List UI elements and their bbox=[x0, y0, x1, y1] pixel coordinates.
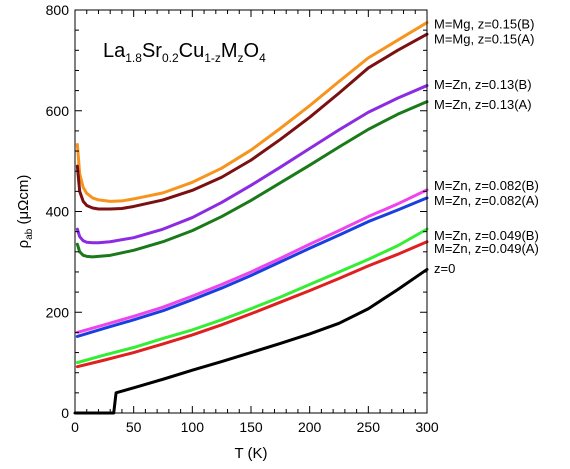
formula-subscript: 1-z bbox=[204, 51, 221, 65]
formula-symbol: O bbox=[244, 40, 260, 62]
formula-subscript: 0.2 bbox=[162, 51, 179, 65]
legend-label: M=Zn, z=0.082(B) bbox=[434, 178, 539, 193]
labels-layer: 0 50 100 150 200 250 300 0 200 400 600 800 bbox=[46, 2, 439, 435]
legend-label: M=Zn, z=0.049(A) bbox=[434, 241, 539, 256]
legend-label: M=Zn, z=0.082(A) bbox=[434, 193, 539, 208]
legend-label: M=Zn, z=0.13(B) bbox=[434, 77, 532, 92]
formula-subscript: 4 bbox=[259, 51, 266, 65]
x-tick-label: 100 bbox=[181, 419, 205, 435]
y-title-subscript: ab bbox=[24, 228, 35, 240]
formula-symbol: M bbox=[221, 40, 238, 62]
x-tick-label: 300 bbox=[415, 419, 439, 435]
x-tick-label: 50 bbox=[126, 419, 142, 435]
y-title-symbol: ρ bbox=[15, 240, 32, 249]
x-tick-label: 0 bbox=[71, 419, 79, 435]
y-tick-label: 600 bbox=[46, 103, 70, 119]
legend-layer: M=Mg, z=0.15(B)M=Mg, z=0.15(A) M=Zn, z=0.… bbox=[434, 17, 539, 276]
x-tick-label: 200 bbox=[298, 419, 322, 435]
series-line-5 bbox=[75, 196, 429, 338]
y-tick-label: 200 bbox=[46, 304, 70, 320]
legend-label: M=Mg, z=0.15(B) bbox=[434, 17, 534, 32]
series-line-1 bbox=[75, 32, 429, 211]
series-line-7 bbox=[75, 240, 429, 369]
formula-annotation: La1.8Sr0.2Cu1-zMzO4 bbox=[103, 40, 266, 65]
formula-symbol: Sr bbox=[142, 40, 162, 62]
legend-label: M=Zn, z=0.13(A) bbox=[434, 97, 532, 112]
series-line-0 bbox=[75, 21, 429, 203]
series-line-8 bbox=[73, 267, 429, 415]
x-axis-title: T (K) bbox=[234, 445, 267, 462]
series-line-3 bbox=[75, 100, 429, 259]
legend-label: M=Mg, z=0.15(A) bbox=[434, 32, 534, 47]
y-tick-label: 0 bbox=[61, 405, 69, 421]
series-layer bbox=[73, 21, 429, 415]
series-line-4 bbox=[75, 188, 429, 334]
formula-subscript: 1.8 bbox=[125, 51, 142, 65]
y-tick-label: 400 bbox=[46, 204, 70, 220]
y-title-unit: (μΩcm) bbox=[15, 175, 32, 229]
y-tick-label: 800 bbox=[46, 2, 70, 18]
x-tick-label: 150 bbox=[239, 419, 263, 435]
formula-symbol: Cu bbox=[179, 40, 205, 62]
legend-label: M=Zn, z=0.049(B) bbox=[434, 228, 539, 243]
x-tick-label: 250 bbox=[357, 419, 381, 435]
series-line-2 bbox=[75, 84, 429, 245]
formula-symbol: La bbox=[103, 40, 126, 62]
series-line-6 bbox=[75, 227, 429, 365]
ticks-layer bbox=[74, 9, 428, 414]
legend-label: z=0 bbox=[434, 261, 455, 276]
formula-subscript: z bbox=[238, 51, 244, 65]
y-axis-title: ρab (μΩcm) bbox=[15, 175, 35, 249]
